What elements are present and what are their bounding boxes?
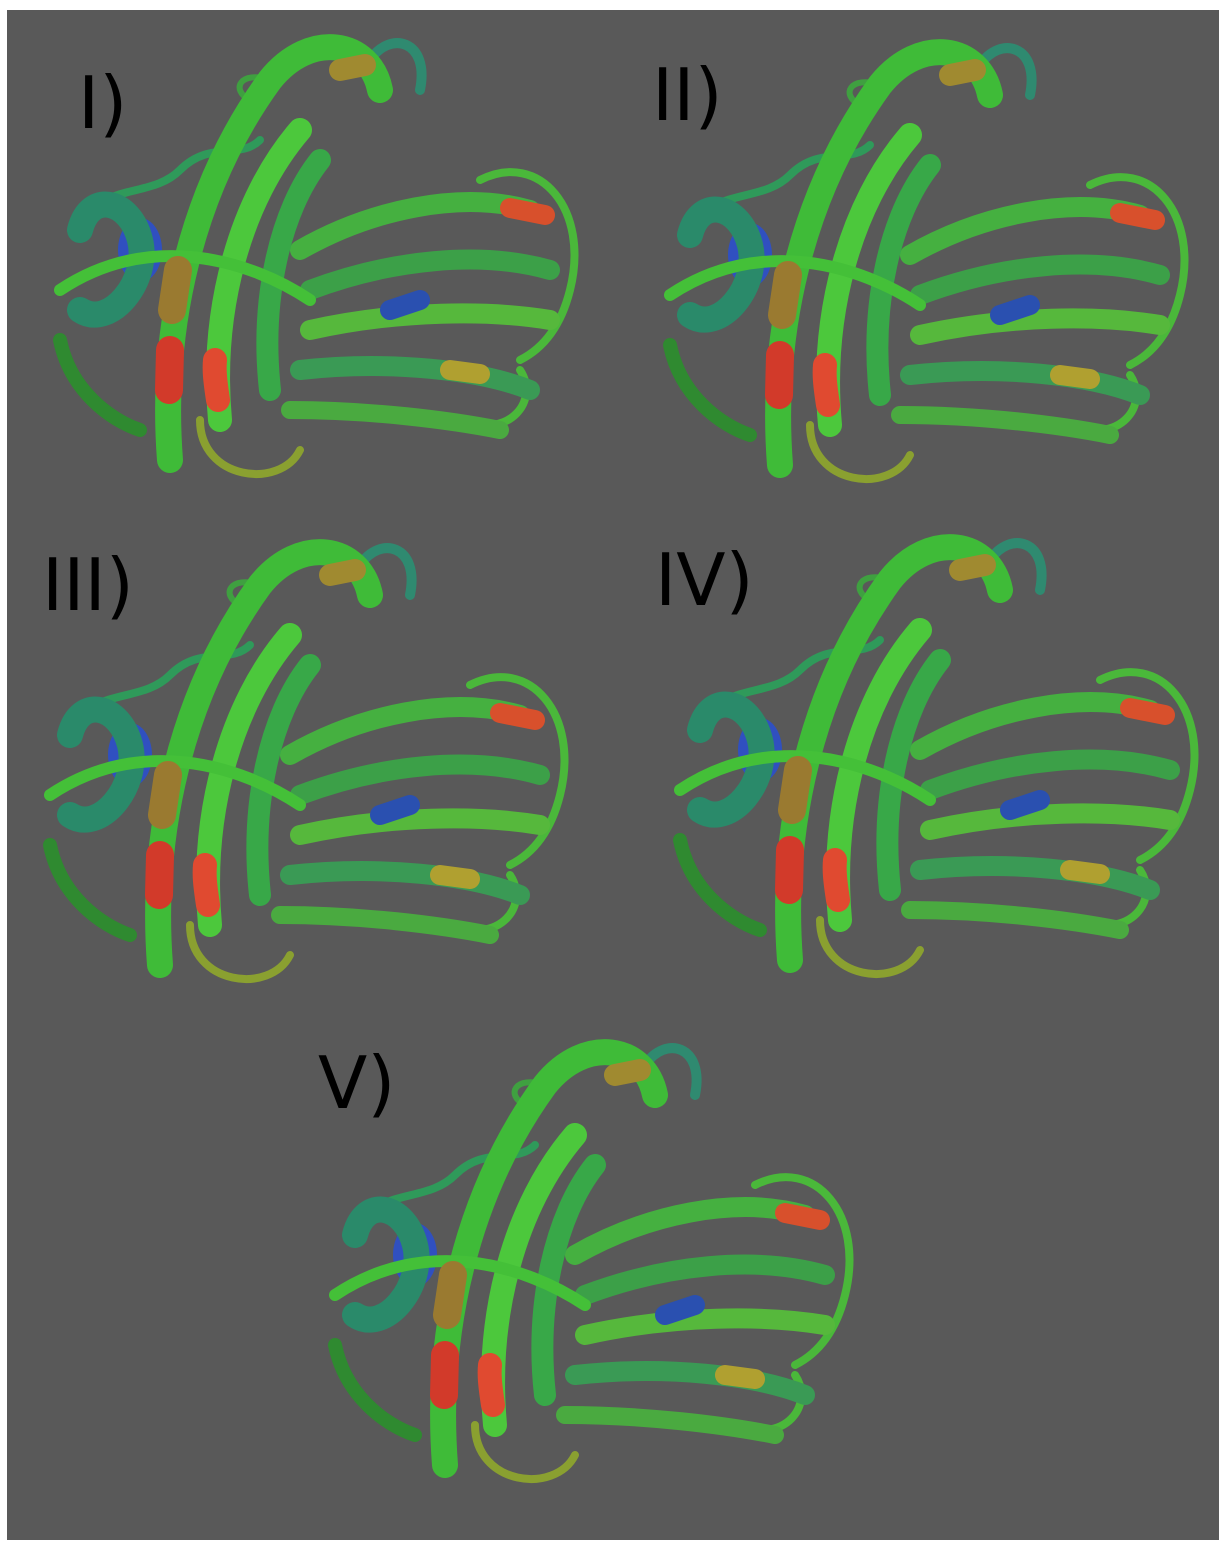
panel-label: IV): [655, 538, 754, 622]
page: I) II) III) IV) V) (() => { const data =…: [0, 0, 1225, 1546]
panel-label: V): [318, 1041, 395, 1125]
figure: I) II) III) IV) V): [0, 0, 1225, 1546]
panel-label: I): [78, 61, 127, 145]
panel-label: III): [42, 543, 134, 627]
panel-label: II): [652, 53, 723, 137]
